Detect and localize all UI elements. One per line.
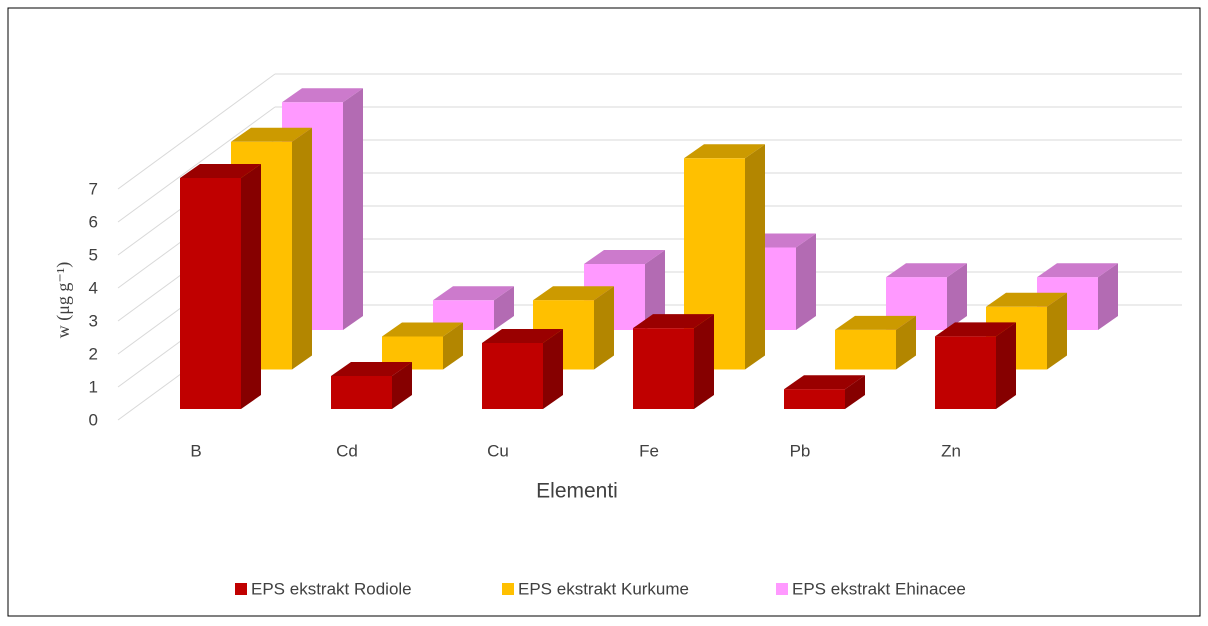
bar-side bbox=[1098, 263, 1118, 330]
bar bbox=[935, 336, 996, 409]
bar-top bbox=[331, 362, 412, 376]
x-tick-label: Cd bbox=[336, 441, 358, 460]
bar bbox=[482, 343, 543, 409]
bar-side bbox=[947, 263, 967, 330]
bar-side bbox=[392, 362, 412, 409]
grid-line bbox=[117, 106, 276, 223]
bar-top bbox=[584, 250, 665, 264]
legend-label: EPS ekstrakt Kurkume bbox=[518, 579, 689, 598]
x-tick-label: Cu bbox=[487, 441, 509, 460]
bar-top bbox=[1037, 263, 1118, 278]
bar-top bbox=[482, 329, 563, 343]
bar-top bbox=[180, 164, 261, 178]
bar-top bbox=[935, 322, 1016, 337]
x-tick-label: Fe bbox=[639, 441, 659, 460]
bar-side bbox=[845, 375, 865, 409]
bar bbox=[633, 328, 694, 409]
y-tick-label: 2 bbox=[89, 344, 98, 363]
x-axis-title: Elementi bbox=[536, 480, 618, 503]
bar-top bbox=[684, 144, 765, 159]
legend-swatch bbox=[502, 583, 514, 595]
x-tick-label: Zn bbox=[941, 441, 961, 460]
bar-side bbox=[443, 322, 463, 370]
bar-side bbox=[896, 315, 916, 370]
x-tick-label: B bbox=[190, 441, 201, 460]
bar-side bbox=[494, 286, 514, 330]
y-axis-title: w (μg g⁻¹) bbox=[53, 262, 74, 339]
bar-side bbox=[645, 250, 665, 330]
y-tick-label: 0 bbox=[89, 410, 98, 429]
bar-side bbox=[594, 286, 614, 370]
bar-top bbox=[282, 88, 363, 103]
x-tick-label: Pb bbox=[790, 441, 811, 460]
y-tick-label: 1 bbox=[89, 377, 98, 396]
grid-line bbox=[117, 73, 276, 190]
bar-side bbox=[745, 144, 765, 370]
bar bbox=[835, 329, 896, 370]
bar-top bbox=[433, 286, 514, 301]
bar bbox=[331, 376, 392, 409]
bar-side bbox=[543, 329, 563, 409]
bar-top bbox=[886, 263, 967, 278]
bar-side bbox=[1047, 292, 1067, 370]
bar-top bbox=[784, 375, 865, 390]
bar-top bbox=[986, 292, 1067, 307]
y-tick-label: 7 bbox=[89, 179, 98, 198]
bar-top bbox=[231, 127, 312, 142]
y-tick-label: 5 bbox=[89, 245, 98, 264]
bar-side bbox=[292, 127, 312, 370]
bar-side bbox=[241, 164, 261, 409]
legend-swatch bbox=[776, 583, 788, 595]
y-tick-label: 4 bbox=[89, 278, 98, 297]
bar bbox=[784, 389, 845, 409]
bar-top bbox=[633, 314, 714, 329]
bar-side bbox=[796, 233, 816, 330]
y-tick-label: 3 bbox=[89, 311, 98, 330]
bar-side bbox=[343, 88, 363, 330]
bar-top bbox=[533, 286, 614, 301]
legend-swatch bbox=[235, 583, 247, 595]
legend-label: EPS ekstrakt Ehinacee bbox=[792, 579, 966, 598]
bar-side bbox=[996, 322, 1016, 409]
bar-top bbox=[382, 322, 463, 337]
bar bbox=[180, 178, 241, 409]
y-tick-label: 6 bbox=[89, 212, 98, 231]
bar-top bbox=[835, 315, 916, 330]
legend-label: EPS ekstrakt Rodiole bbox=[251, 579, 412, 598]
bar-side bbox=[694, 314, 714, 409]
